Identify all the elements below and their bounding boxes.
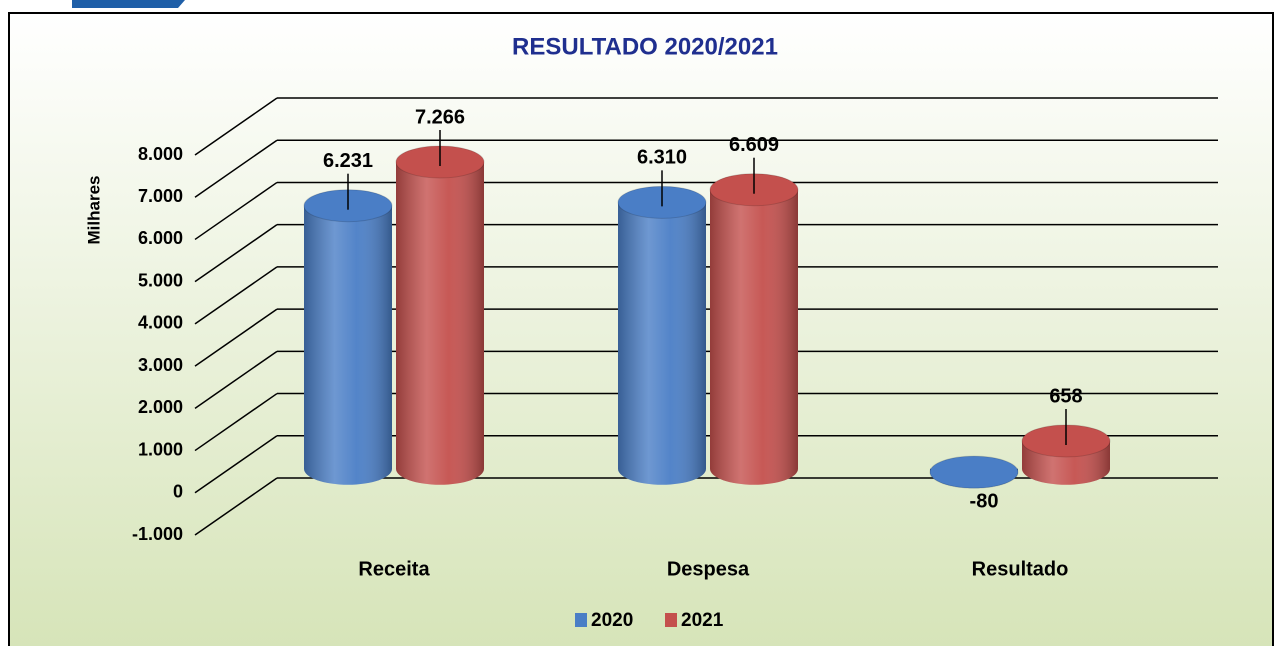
grid-line: [194, 97, 278, 156]
y-tick-label: -1.000: [132, 524, 183, 544]
bar: 6.609: [709, 134, 799, 485]
y-tick-label: 5.000: [138, 270, 183, 290]
legend-label: 2020: [591, 610, 633, 631]
grid-line: [194, 308, 278, 367]
grid-line: [194, 477, 278, 536]
value-label: 6.609: [729, 134, 779, 156]
legend-swatch: [665, 613, 677, 627]
legend-label: 2021: [681, 610, 724, 631]
y-tick-label: 7.000: [138, 186, 183, 206]
legend-swatch: [575, 613, 587, 627]
y-tick-label: 2.000: [138, 397, 183, 417]
chart-title: RESULTADO 2020/2021: [512, 33, 778, 60]
y-tick-label: 4.000: [138, 313, 183, 333]
value-label: 7.266: [415, 106, 465, 128]
y-tick-label: 6.000: [138, 228, 183, 248]
y-axis-label: Milhares: [84, 176, 103, 245]
y-tick-label: 1.000: [138, 439, 183, 459]
bar: 6.310: [617, 147, 707, 485]
y-tick-label: 8.000: [138, 144, 183, 164]
grid-line: [194, 350, 278, 409]
bar-shade: [618, 202, 706, 485]
grid-line: [194, 266, 278, 325]
value-label: -80: [970, 490, 999, 512]
grid-line: [194, 139, 278, 198]
bar-shade: [710, 189, 798, 485]
bar: 7.266: [395, 106, 485, 485]
y-tick-label: 3.000: [138, 355, 183, 375]
bar-shade: [396, 161, 484, 485]
y-tick-label: 0: [173, 482, 183, 502]
x-tick-label: Resultado: [972, 558, 1069, 580]
bar-shade: [304, 205, 392, 485]
value-label: 6.310: [637, 147, 687, 169]
bar: -80: [929, 455, 1019, 512]
grid-line: [194, 392, 278, 452]
grid-line: [194, 224, 278, 283]
bar: 6.231: [303, 150, 393, 485]
x-tick-label: Despesa: [667, 558, 750, 580]
x-tick-label: Receita: [358, 558, 430, 580]
grid-line: [194, 435, 278, 494]
corner-tab: [72, 0, 185, 8]
grid-line: [194, 181, 278, 241]
value-label: 6.231: [323, 150, 373, 172]
value-label: 658: [1049, 385, 1082, 407]
bar: 658: [1021, 385, 1111, 485]
bar-cap: [929, 455, 1019, 489]
